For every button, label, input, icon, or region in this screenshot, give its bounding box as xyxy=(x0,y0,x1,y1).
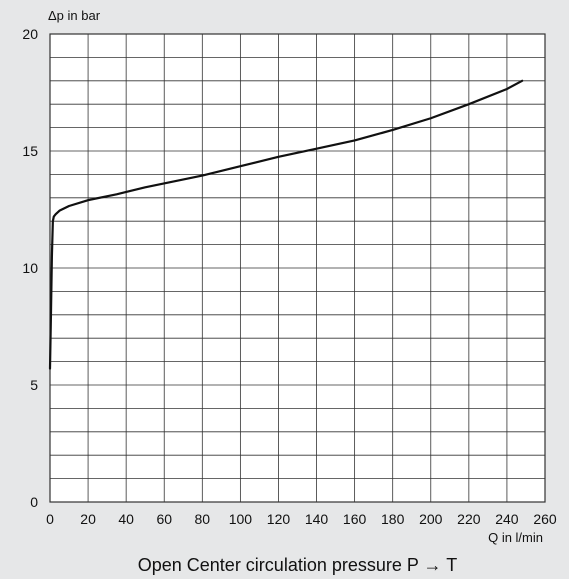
tick-labels: 0 20 40 60 80 100 120 140 160 180 200 220 240 260 0 5 10… xyxy=(22,26,556,527)
x-tick-label: 180 xyxy=(381,511,405,527)
chart-title: Open Center circulation pressure P → T xyxy=(138,555,457,575)
x-tick-label: 140 xyxy=(305,511,329,527)
y-axis-label: Δp in bar xyxy=(48,8,101,23)
x-tick-label: 160 xyxy=(343,511,367,527)
x-tick-label: 260 xyxy=(533,511,557,527)
x-tick-label: 120 xyxy=(267,511,291,527)
x-tick-label: 100 xyxy=(229,511,253,527)
x-tick-label: 200 xyxy=(419,511,443,527)
x-tick-label: 220 xyxy=(457,511,481,527)
x-axis-label: Q in l/min xyxy=(488,530,543,545)
series xyxy=(48,79,524,370)
x-tick-label: 20 xyxy=(80,511,96,527)
y-tick-label: 20 xyxy=(22,26,38,42)
plot-frame xyxy=(49,33,546,503)
y-tick-label: 5 xyxy=(30,377,38,393)
y-tick-label: 10 xyxy=(22,260,38,276)
x-tick-label: 0 xyxy=(46,511,54,527)
x-tick-label: 40 xyxy=(118,511,134,527)
y-tick-label: 0 xyxy=(30,494,38,510)
x-tick-label: 60 xyxy=(156,511,172,527)
x-tick-label: 80 xyxy=(195,511,211,527)
y-tick-label: 15 xyxy=(22,143,38,159)
x-tick-label: 240 xyxy=(495,511,519,527)
series-line xyxy=(48,79,524,370)
